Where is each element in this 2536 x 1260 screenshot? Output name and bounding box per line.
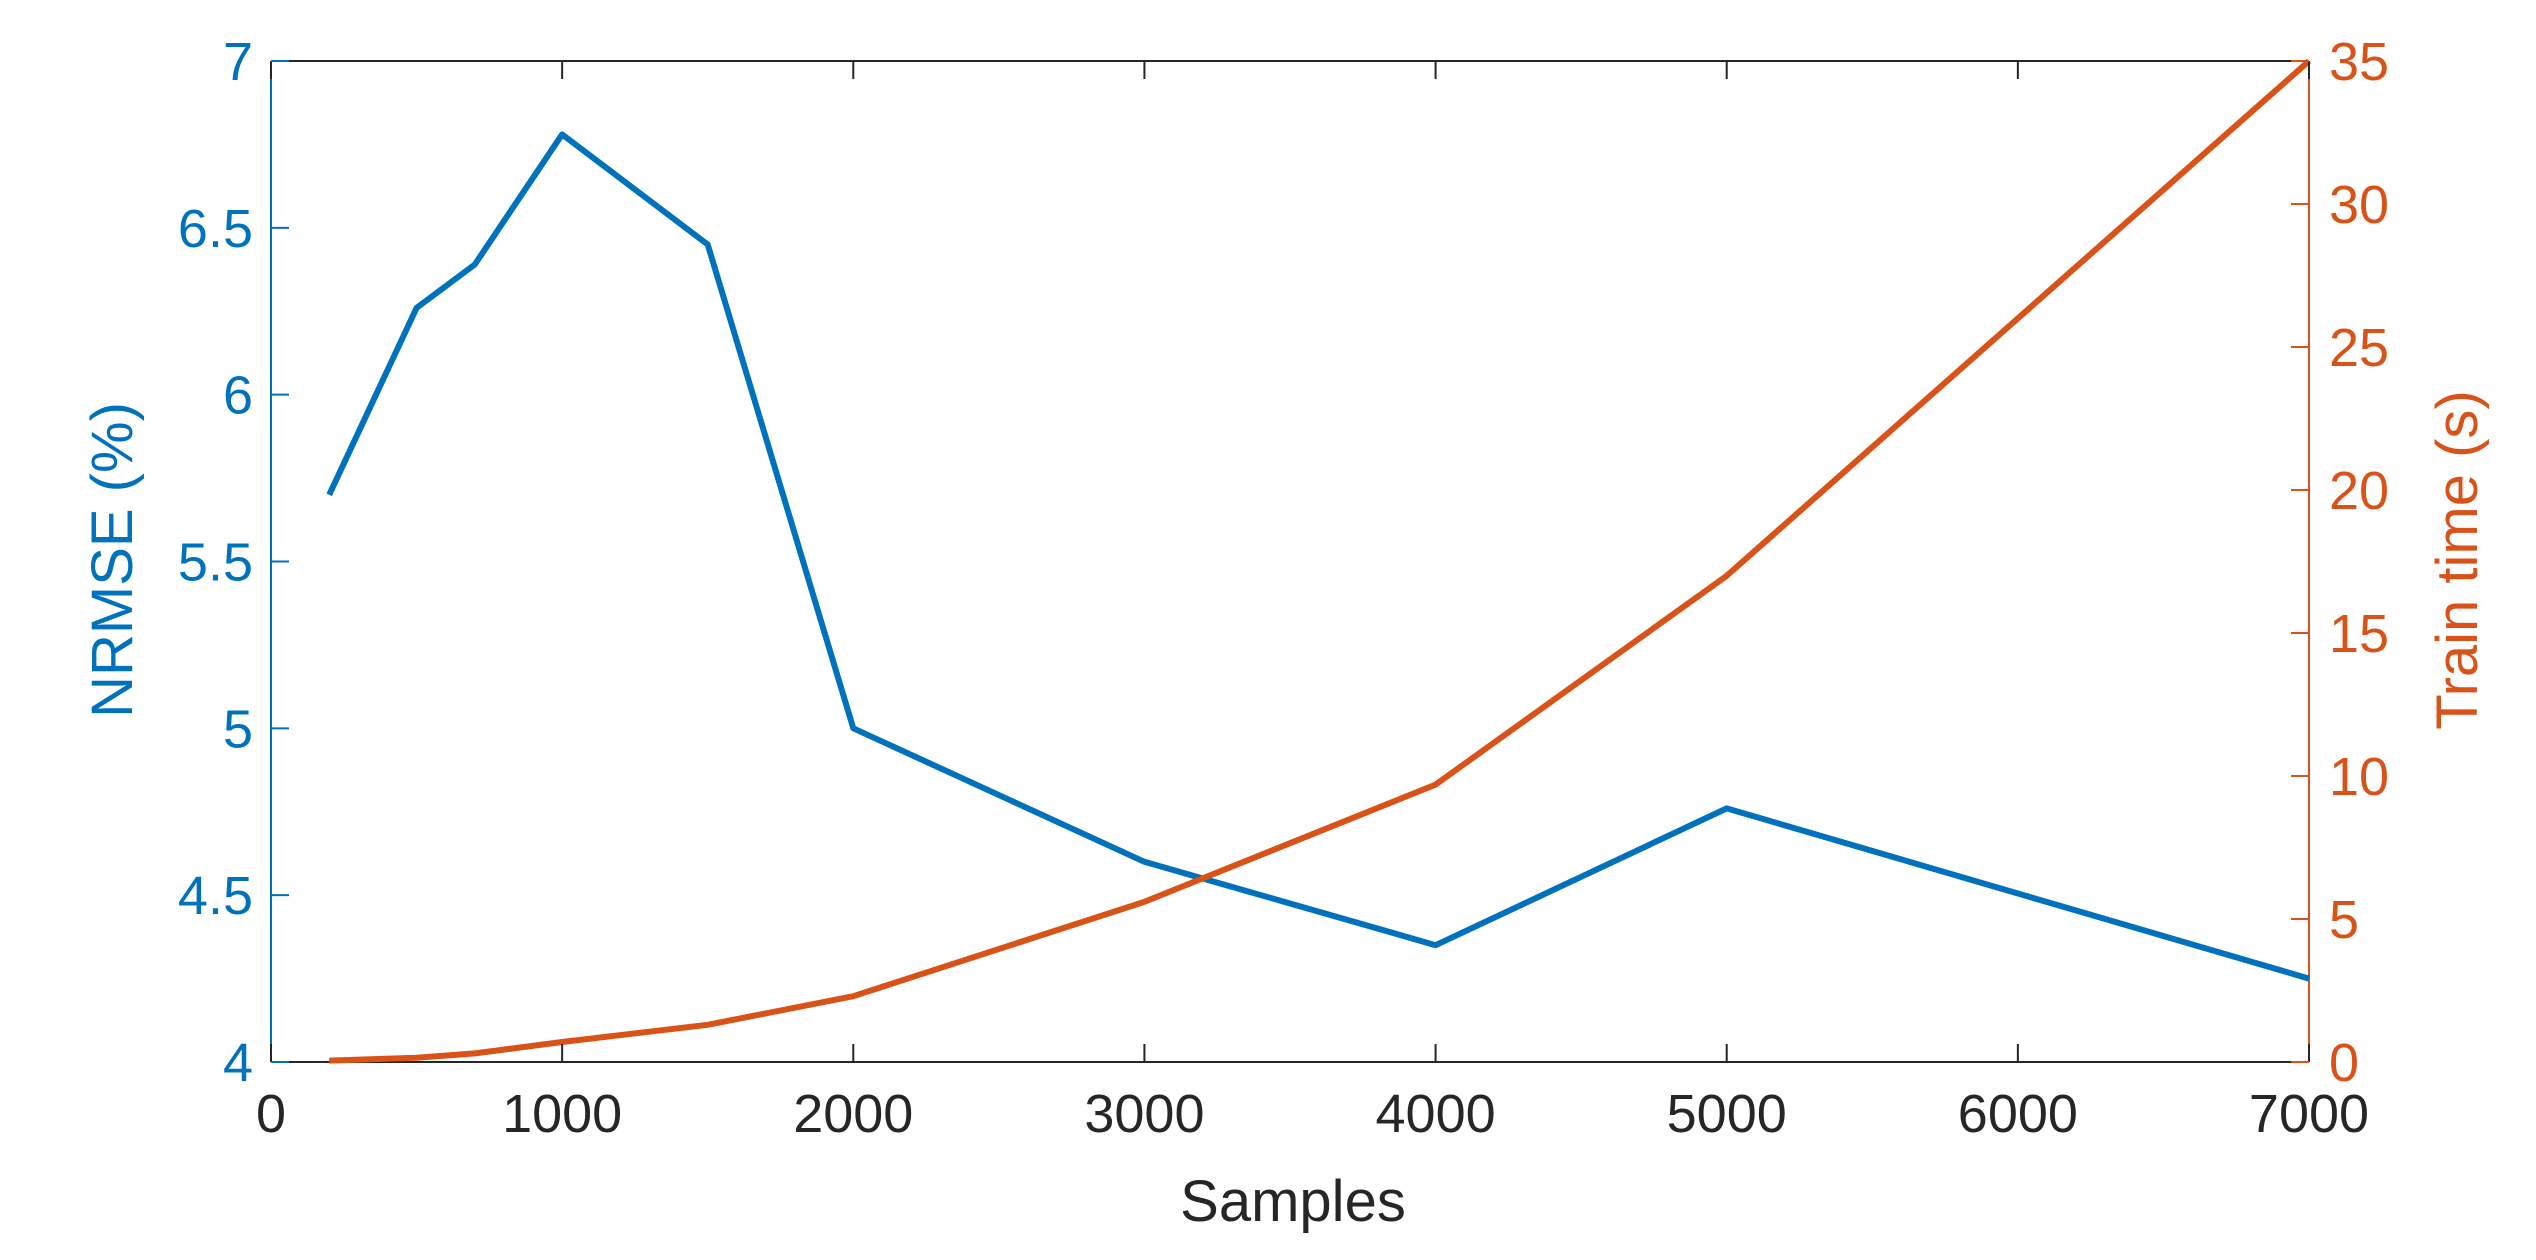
left-y-tick-label: 4 — [223, 1033, 253, 1093]
right-y-tick-label: 15 — [2329, 604, 2389, 664]
x-axis-label: Samples — [1180, 1169, 1406, 1234]
left-y-axis-label: NRMSE (%) — [80, 402, 145, 718]
right-y-tick-label: 20 — [2329, 461, 2389, 521]
right-y-tick-label: 0 — [2329, 1033, 2359, 1093]
x-tick-label: 0 — [256, 1084, 286, 1144]
right-y-tick-label: 30 — [2329, 175, 2389, 235]
x-tick-label: 1000 — [502, 1084, 622, 1144]
right-y-tick-label: 10 — [2329, 747, 2389, 807]
left-y-tick-label: 5.5 — [178, 533, 253, 593]
train-time-series-line — [329, 58, 2311, 1064]
x-tick-label: 3000 — [1084, 1084, 1204, 1144]
x-tick-label: 5000 — [1667, 1084, 1787, 1144]
left-y-tick-label: 4.5 — [178, 866, 253, 926]
x-tick-label: 2000 — [793, 1084, 913, 1144]
right-y-tick-label: 35 — [2329, 32, 2389, 92]
x-axis-ticks: 0 1000 2000 3000 4000 5000 6000 7000 — [256, 61, 2369, 1144]
right-y-axis-label: Train time (s) — [2425, 390, 2490, 729]
left-y-tick-label: 5 — [223, 699, 253, 759]
left-y-tick-label: 7 — [223, 32, 253, 92]
series-layer — [326, 58, 2311, 1064]
right-y-tick-label: 5 — [2329, 890, 2359, 950]
plot-area — [270, 60, 2310, 1063]
left-y-tick-label: 6 — [223, 366, 253, 426]
x-tick-label: 6000 — [1958, 1084, 2078, 1144]
x-tick-label: 7000 — [2249, 1084, 2369, 1144]
left-y-tick-label: 6.5 — [178, 199, 253, 259]
right-y-tick-label: 25 — [2329, 318, 2389, 378]
left-y-axis-ticks: 4 4.5 5 5.5 6 6.5 7 — [178, 32, 289, 1093]
nrmse-series-line — [326, 131, 2310, 982]
x-tick-label: 4000 — [1376, 1084, 1496, 1144]
right-y-axis-ticks: 0 5 10 15 20 25 30 35 — [2291, 32, 2389, 1093]
